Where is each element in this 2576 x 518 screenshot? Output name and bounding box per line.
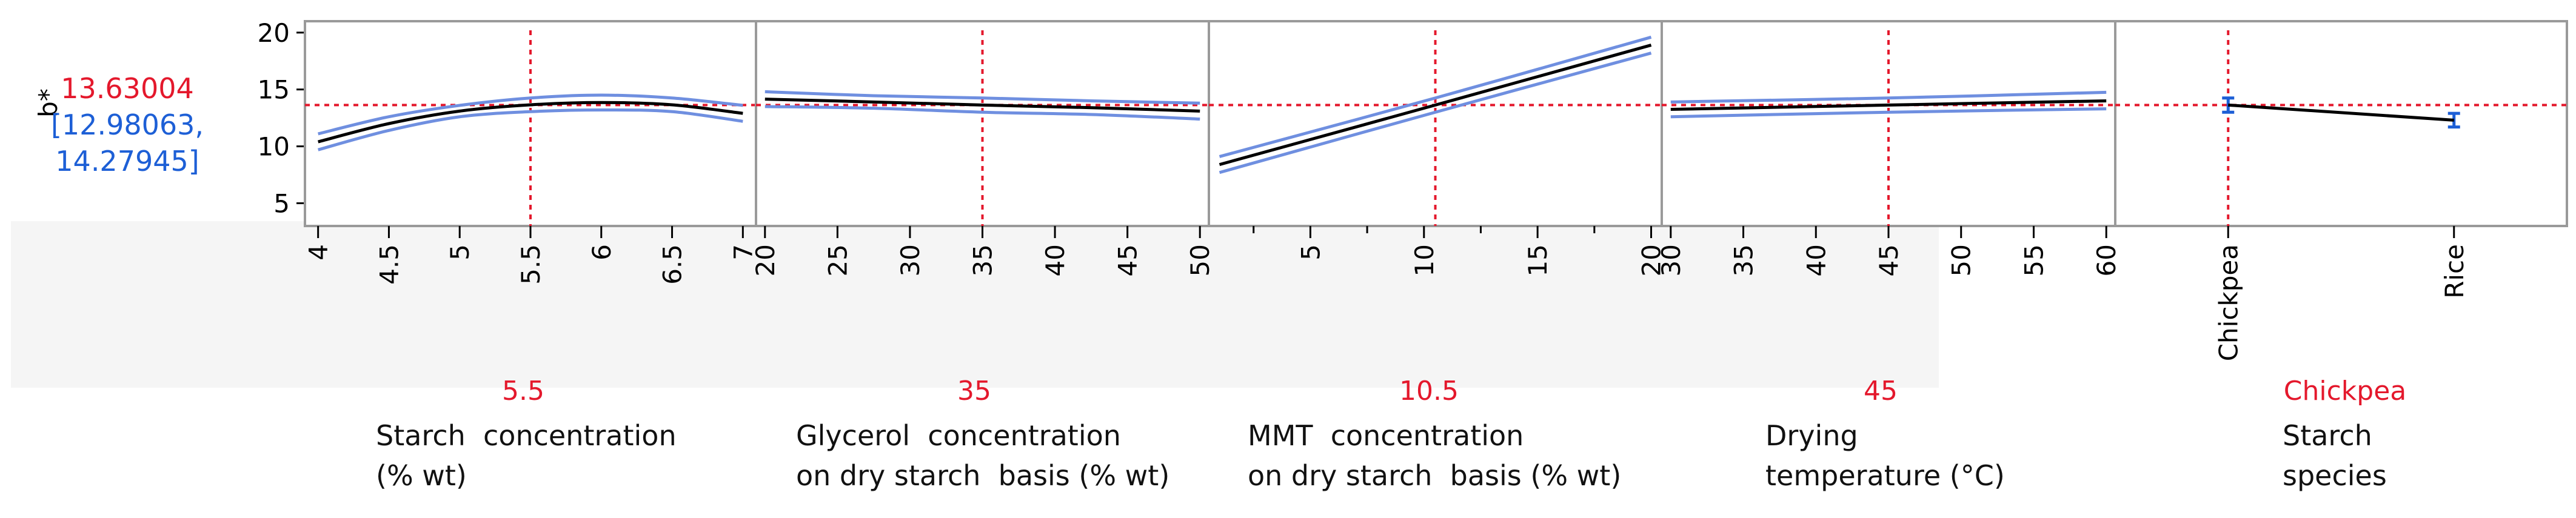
x-tick-label: 35 [968, 244, 998, 276]
x-tick-label: 40 [1040, 244, 1070, 276]
confidence-interval-low: [12.98063, [50, 108, 204, 141]
factor-name-line2: species [2283, 459, 2387, 492]
x-tick-label: 15 [1523, 244, 1553, 276]
y-tick-label: 5 [273, 188, 290, 218]
prediction-line [764, 98, 1200, 113]
factor-name-glycerol-concentration: Glycerol concentration on dry starch bas… [796, 416, 1169, 496]
ci-lower-line [764, 105, 1200, 121]
factor-name-line2: temperature (°C) [1765, 459, 2005, 492]
factor-name-line2: on dry starch basis (% wt) [1248, 459, 1622, 492]
factor-name-line1: MMT concentration [1248, 419, 1524, 452]
factor-value-drying-temperature[interactable]: 45 [1864, 376, 1898, 407]
prediction-line [1219, 44, 1652, 167]
x-tick-label: 4.5 [374, 244, 404, 285]
x-tick-label: 4 [304, 244, 333, 261]
panel-frame [304, 20, 757, 227]
x-tick-label: 60 [2092, 244, 2121, 276]
x-tick-label: 50 [1947, 244, 1976, 276]
ci-upper-line [1670, 90, 2107, 104]
factor-name-mmt-concentration: MMT concentration on dry starch basis (%… [1248, 416, 1621, 496]
y-tick-label: 15 [258, 75, 290, 105]
factor-name-line2: (% wt) [376, 459, 467, 492]
x-tick-label: 5 [1296, 244, 1325, 261]
profile-panel-3: 5 10 15 20 [1208, 20, 1667, 276]
x-tick-label: 25 [823, 244, 852, 276]
ci-upper-line [764, 90, 1200, 105]
ci-lower-line [1219, 51, 1652, 174]
ci-lower-line [1670, 107, 2107, 119]
factor-value-starch-species[interactable]: Chickpea [2283, 376, 2407, 407]
factor-name-drying-temperature: Drying temperature (°C) [1765, 416, 2005, 496]
x-tick-label: 45 [1874, 244, 1904, 276]
factor-name-line1: Drying [1765, 419, 1858, 452]
x-tick-label: 5 [445, 244, 475, 261]
factor-name-starch-concentration: Starch concentration (% wt) [376, 416, 677, 496]
panel-frame [755, 20, 1210, 227]
prediction-line [2228, 103, 2454, 122]
ci-upper-line [318, 93, 743, 136]
y-tick-label: 20 [258, 18, 290, 48]
x-tick-label: 20 [751, 244, 780, 276]
x-tick-label: 6 [587, 244, 617, 261]
x-tick-label: 5.5 [516, 244, 546, 285]
factor-name-line1: Starch [2283, 419, 2372, 452]
ci-lower-line [318, 108, 743, 151]
x-tick-label: Rice [2440, 244, 2469, 299]
factor-value-mmt-concentration[interactable]: 10.5 [1399, 376, 1459, 407]
factor-name-line1: Glycerol concentration [796, 419, 1121, 452]
prediction-line [318, 101, 743, 144]
x-tick-label: 30 [1656, 244, 1686, 276]
x-tick-label: 6.5 [658, 244, 687, 285]
x-tick-label: 35 [1729, 244, 1759, 276]
confidence-interval-high: 14.27945] [55, 145, 199, 178]
factor-settings-highlight [11, 221, 1939, 388]
profile-panel-1: 4 4.5 5 5.5 6 6.5 7 [304, 20, 758, 285]
x-tick-label: 50 [1185, 244, 1215, 276]
x-tick-label: 55 [2019, 244, 2049, 276]
predicted-value: 13.63004 [61, 72, 194, 105]
factor-value-glycerol-concentration[interactable]: 35 [957, 376, 991, 407]
x-tick-label: 10 [1410, 244, 1439, 276]
y-tick-label: 10 [258, 132, 290, 162]
ci-upper-line [1219, 35, 1652, 158]
x-tick-label: 20 [1637, 244, 1667, 276]
x-tick-label: 7 [728, 244, 758, 261]
x-tick-label: 45 [1113, 244, 1143, 276]
profile-panel-5: Chickpea Rice [2114, 20, 2568, 361]
prediction-line [1670, 99, 2107, 111]
factor-value-starch-concentration[interactable]: 5.5 [502, 376, 544, 407]
profile-panel-2: 20 25 30 35 40 45 50 [751, 20, 1215, 276]
factor-name-line1: Starch concentration [376, 419, 677, 452]
panel-frame [2114, 20, 2568, 227]
factor-name-starch-species: Starch species [2283, 416, 2387, 496]
factor-name-line2: on dry starch basis (% wt) [796, 459, 1170, 492]
profile-panel-4: 30 35 40 45 50 55 60 [1656, 20, 2121, 276]
x-tick-label: 30 [895, 244, 925, 276]
x-tick-label: Chickpea [2213, 244, 2243, 361]
x-tick-label: 40 [1801, 244, 1831, 276]
